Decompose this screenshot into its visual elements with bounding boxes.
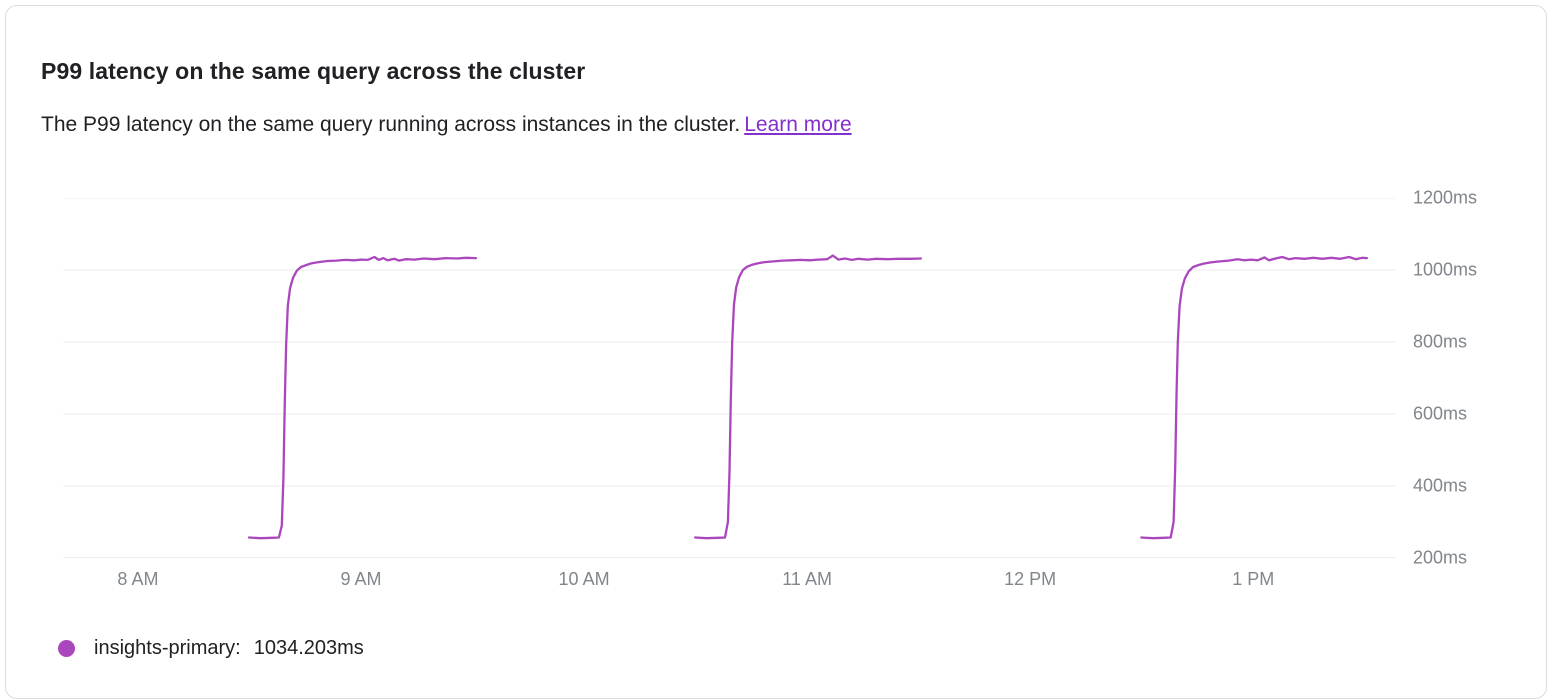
chart-subtitle: The P99 latency on the same query runnin… [41,113,852,137]
subtitle-text: The P99 latency on the same query runnin… [41,113,741,136]
x-axis-tick-label: 1 PM [1232,569,1275,589]
y-axis-tick-label: 200ms [1413,547,1468,568]
x-axis-tick-label: 11 AM [782,569,832,589]
x-axis-tick-label: 9 AM [340,569,382,589]
x-axis-tick-label: 12 PM [1004,569,1057,589]
x-axis-tick-label: 10 AM [558,569,610,589]
legend-series-label: insights-primary: [94,637,241,659]
chart-title: P99 latency on the same query across the… [41,58,586,84]
y-axis-tick-label: 600ms [1413,403,1468,424]
chart-card: P99 latency on the same query across the… [5,5,1547,699]
learn-more-link[interactable]: Learn more [744,113,852,136]
legend-series-dot [58,640,75,657]
latency-line-segment [693,254,923,540]
y-axis-tick-label: 400ms [1413,475,1468,496]
chart-svg [63,198,1396,558]
legend: insights-primary: 1034.203ms [58,637,364,660]
y-axis-tick-label: 800ms [1413,331,1468,352]
latency-line-segment [247,255,478,540]
y-axis-tick-label: 1200ms [1413,187,1478,208]
y-axis-tick-label: 1000ms [1413,259,1478,280]
legend-series-value: 1034.203ms [253,637,364,659]
chart-plot-area [63,198,1396,558]
x-axis-tick-label: 8 AM [117,569,159,589]
latency-line-segment [1140,255,1369,540]
